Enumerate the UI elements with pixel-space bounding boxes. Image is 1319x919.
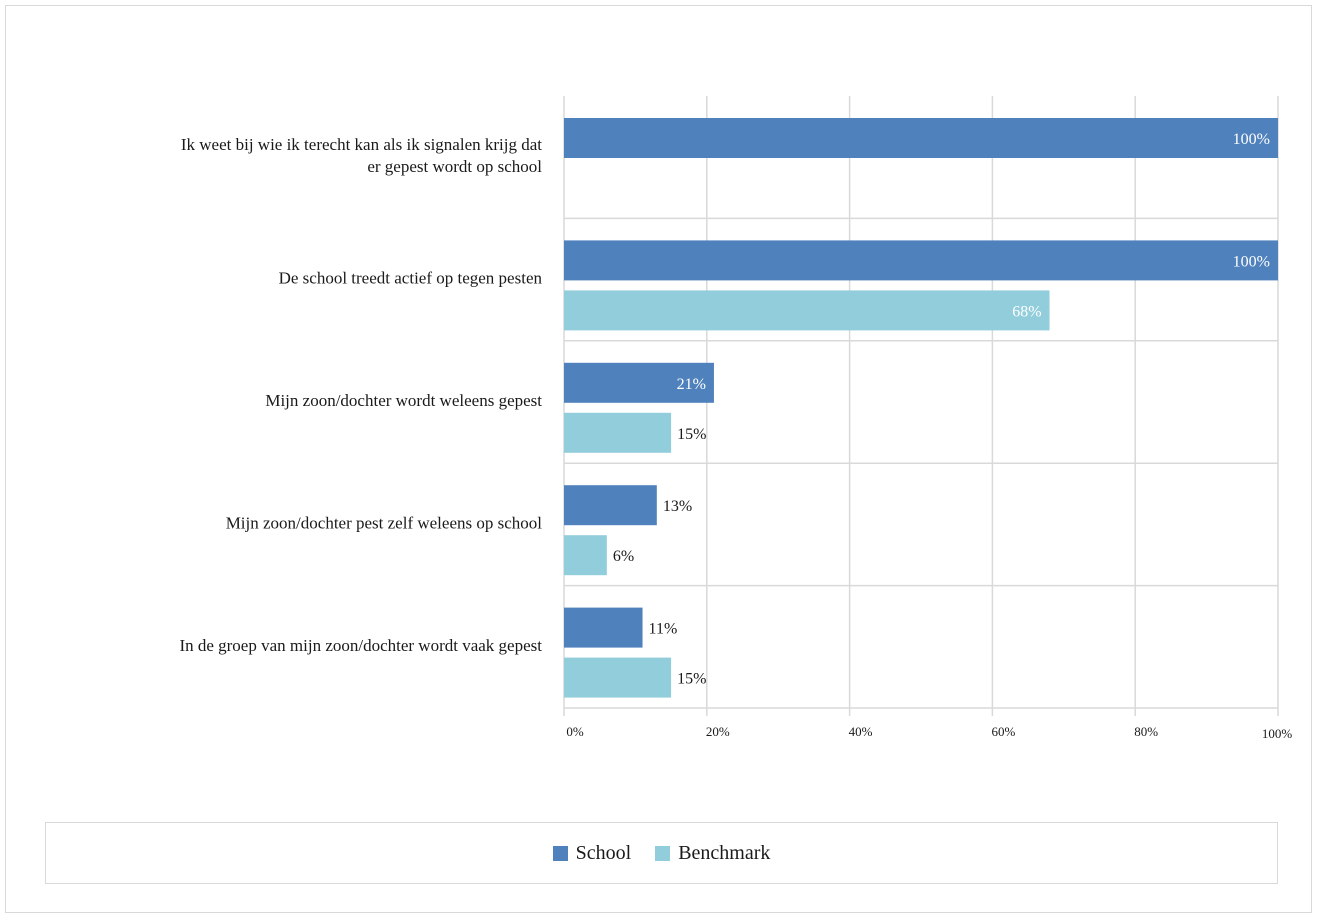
x-tick-label: 100% xyxy=(1262,726,1293,741)
bar-benchmark xyxy=(564,412,672,453)
legend-item-school: School xyxy=(552,841,632,865)
legend-label-benchmark: Benchmark xyxy=(678,841,771,864)
x-tick-label: 60% xyxy=(991,724,1015,739)
bar-school xyxy=(564,607,643,648)
legend-swatch-benchmark xyxy=(655,845,671,861)
category-label: er gepest wordt op school xyxy=(367,157,542,176)
legend: School Benchmark xyxy=(45,822,1278,884)
x-tick-label: 40% xyxy=(849,724,873,739)
data-label: 15% xyxy=(677,426,706,443)
data-label: 11% xyxy=(649,621,678,638)
category-label: Mijn zoon/dochter pest zelf weleens op s… xyxy=(226,513,543,532)
bar-school xyxy=(564,362,714,403)
bar-school xyxy=(564,240,1278,281)
legend-label-school: School xyxy=(575,841,632,864)
bar-school xyxy=(564,118,1278,158)
x-tick-label: 0% xyxy=(566,724,584,739)
bar-benchmark xyxy=(564,535,607,576)
data-label: 15% xyxy=(677,671,706,688)
bar-benchmark xyxy=(564,657,672,698)
category-label: Ik weet bij wie ik terecht kan als ik si… xyxy=(181,135,542,154)
legend-item-benchmark: Benchmark xyxy=(655,842,770,865)
data-label: 6% xyxy=(613,548,634,565)
data-label: 68% xyxy=(1012,303,1041,320)
bar-school xyxy=(564,485,657,526)
category-label: Mijn zoon/dochter wordt weleens gepest xyxy=(265,391,542,410)
bar-benchmark xyxy=(564,290,1050,331)
data-label: 100% xyxy=(1233,253,1270,270)
data-label: 100% xyxy=(1233,131,1270,148)
category-label: De school treedt actief op tegen pesten xyxy=(279,269,543,288)
legend-swatch-school xyxy=(552,845,568,861)
data-label: 21% xyxy=(677,376,706,393)
data-label: 13% xyxy=(663,498,692,515)
category-label: In de groep van mijn zoon/dochter wordt … xyxy=(179,636,542,655)
x-tick-label: 80% xyxy=(1134,724,1158,739)
x-tick-label: 20% xyxy=(706,724,730,739)
